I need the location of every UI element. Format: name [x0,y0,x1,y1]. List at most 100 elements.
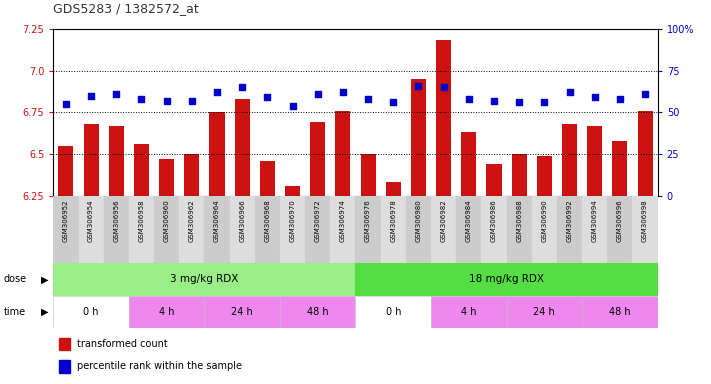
Bar [356,196,380,263]
Bar [406,196,431,263]
Bar [557,196,582,263]
Bar [587,126,602,196]
Bar [78,196,104,263]
Text: GSM306956: GSM306956 [113,199,119,242]
Point [60,101,72,107]
Text: GSM306952: GSM306952 [63,199,69,242]
Text: GSM306996: GSM306996 [617,199,623,242]
Point [363,96,374,102]
Bar [255,196,280,263]
Bar [612,141,627,196]
Bar [486,164,501,196]
Bar [129,296,205,328]
Bar [431,196,456,263]
Text: 24 h: 24 h [231,307,253,317]
Text: GSM306974: GSM306974 [340,199,346,242]
Bar [260,161,275,196]
Text: time: time [4,307,26,317]
Point [262,94,273,100]
Text: 3 mg/kg RDX: 3 mg/kg RDX [170,274,239,285]
Bar [109,126,124,196]
Point [186,98,198,104]
Point [589,94,600,100]
Point [564,89,575,95]
Point [85,93,97,99]
Text: GDS5283 / 1382572_at: GDS5283 / 1382572_at [53,2,199,15]
Text: 4 h: 4 h [159,307,174,317]
Point [463,96,474,102]
Bar [280,196,305,263]
Text: GSM306968: GSM306968 [264,199,270,242]
Bar [385,182,401,196]
Text: GSM306982: GSM306982 [441,199,447,242]
Bar [638,111,653,196]
Point [488,98,500,104]
Bar [506,196,532,263]
Text: GSM306992: GSM306992 [567,199,572,242]
Bar [184,154,199,196]
Text: 4 h: 4 h [461,307,476,317]
Bar [461,132,476,196]
Point [539,99,550,105]
Text: GSM306988: GSM306988 [516,199,522,242]
Text: GSM306960: GSM306960 [164,199,170,242]
Text: GSM306962: GSM306962 [189,199,195,242]
Point [413,83,424,89]
Point [513,99,525,105]
Bar [134,144,149,196]
Bar [506,296,582,328]
Point [111,91,122,97]
Bar [431,296,506,328]
Point [337,89,348,95]
Bar [58,146,73,196]
Text: GSM306998: GSM306998 [642,199,648,242]
Bar [356,296,431,328]
Bar [582,296,658,328]
Bar [179,196,205,263]
Bar [280,296,356,328]
Text: dose: dose [4,274,27,285]
Bar [481,196,506,263]
Point [136,96,147,102]
Bar [633,196,658,263]
Bar [53,196,78,263]
Bar [305,196,331,263]
Text: 0 h: 0 h [83,307,99,317]
Bar [607,196,633,263]
Bar [537,156,552,196]
Text: 48 h: 48 h [609,307,631,317]
Text: GSM306976: GSM306976 [365,199,371,242]
Point [211,89,223,95]
Point [161,98,172,104]
Bar [456,196,481,263]
Text: GSM306970: GSM306970 [289,199,296,242]
Text: 24 h: 24 h [533,307,555,317]
Bar [53,263,356,296]
Bar [53,296,129,328]
Bar [205,196,230,263]
Point [438,84,449,90]
Point [312,91,324,97]
Bar [310,122,325,196]
Text: GSM306990: GSM306990 [541,199,547,242]
Text: GSM306980: GSM306980 [415,199,422,242]
Bar [84,124,99,196]
Bar [230,196,255,263]
Text: GSM306972: GSM306972 [315,199,321,242]
Bar [582,196,607,263]
Text: GSM306958: GSM306958 [139,199,144,242]
Text: transformed count: transformed count [77,339,169,349]
Bar [60,338,70,350]
Point [237,84,248,90]
Point [287,103,298,109]
Text: GSM306984: GSM306984 [466,199,472,242]
Bar [411,79,426,196]
Text: GSM306966: GSM306966 [239,199,245,242]
Bar [436,40,451,196]
Text: GSM306954: GSM306954 [88,199,94,242]
Bar [104,196,129,263]
Text: percentile rank within the sample: percentile rank within the sample [77,361,242,371]
Bar [360,154,375,196]
Bar [129,196,154,263]
Text: GSM306978: GSM306978 [390,199,396,242]
